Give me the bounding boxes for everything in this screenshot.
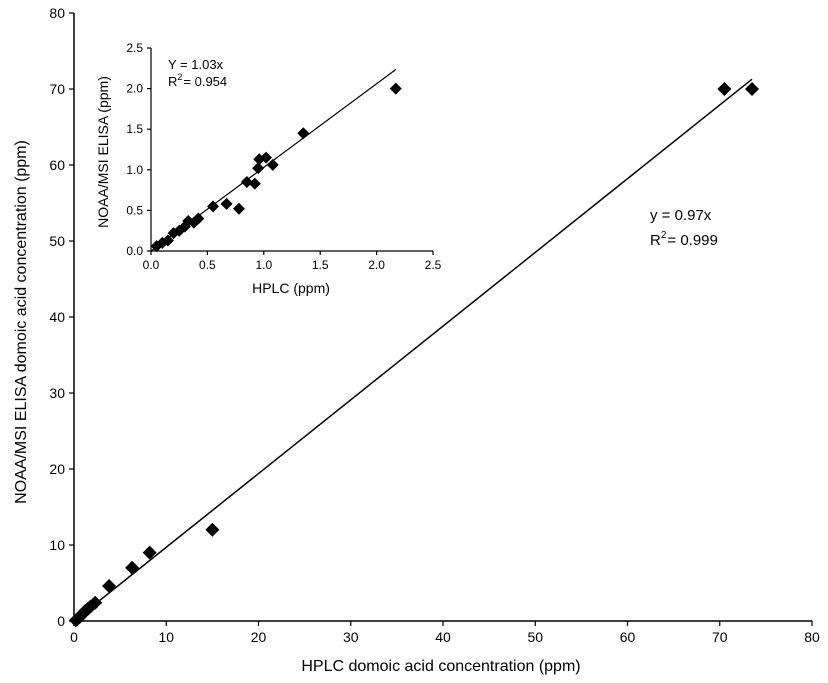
inset-y-tick-label: 2.0 [126,82,143,96]
inset-fit-r2: R2= 0.954 [168,72,227,89]
inset-data-point [161,234,174,247]
inset-x-tick-label: 2.5 [425,258,442,272]
main-y-tick-label: 10 [49,537,65,553]
inset-x-tick-label: 2.0 [368,258,385,272]
main-data-point [102,579,117,594]
inset-data-point [260,151,273,164]
inset-y-tick-label: 0.5 [126,203,143,217]
main-y-tick-label: 30 [49,385,65,401]
inset-x-axis-title: HPLC (ppm) [252,280,330,296]
main-ticks: 0 10 20 30 40 50 60 70 80 0 10 20 30 40 50 60 70 80 [49,5,820,645]
main-y-tick-label: 80 [49,5,65,21]
main-x-tick-label: 60 [620,629,636,645]
inset-fit-equation: Y = 1.03x [168,57,224,72]
inset-y-axis-title: NOAA/MSI ELISA (ppm) [95,76,111,228]
inset-data-point [266,158,279,171]
inset-x-tick-label: 0.0 [143,258,160,272]
inset-data-point [389,82,402,95]
main-data-point [88,595,103,610]
main-y-tick-label: 0 [57,613,65,629]
inset-x-tick-label: 1.5 [312,258,329,272]
inset-y-tick-label: 0.0 [126,244,143,258]
main-y-tick-label: 60 [49,157,65,173]
inset-data-point [248,177,261,190]
main-data-point [717,82,732,96]
main-x-tick-label: 80 [804,629,820,645]
main-x-tick-label: 20 [251,629,267,645]
main-data-point [142,545,157,560]
main-points [68,82,760,628]
inset-data-point [192,212,205,225]
main-data-point [745,82,760,96]
inset-data-point [252,162,265,175]
main-plot: 0 10 20 30 40 50 60 70 80 0 10 20 30 40 50 60 70 80 HPLC … [13,5,820,675]
main-x-tick-label: 10 [158,629,174,645]
inset-x-tick-label: 0.5 [199,258,216,272]
main-data-point [125,560,140,575]
main-x-axis-title: HPLC domoic acid concentration (ppm) [301,658,580,675]
inset-y-tick-label: 1.5 [126,122,143,136]
inset-ticks: 0.0 0.5 1.0 1.5 2.0 2.5 0.0 0.5 1.0 1.5 2.0 2.5 [126,41,441,272]
inset-data-point [220,197,233,210]
main-x-tick-label: 0 [70,629,78,645]
inset-data-point [232,202,245,215]
inset-x-tick-label: 1.0 [255,258,272,272]
main-x-tick-label: 30 [343,629,359,645]
main-y-axis-title: NOAA/MSI ELISA domoic acid concentration… [13,140,30,504]
inset-points [150,82,402,253]
main-x-tick-label: 70 [712,629,728,645]
inset-y-tick-label: 1.0 [126,163,143,177]
main-fit-r2: R2= 0.999 [650,230,718,249]
main-y-tick-label: 20 [49,461,65,477]
main-x-tick-label: 50 [527,629,543,645]
main-fit-equation: y = 0.97x [650,207,712,224]
main-data-point [205,522,220,537]
inset-y-tick-label: 2.5 [126,41,143,55]
main-y-tick-label: 70 [49,81,65,97]
inset-data-point [297,127,310,140]
inset-data-point [207,200,220,213]
inset-plot: 0.0 0.5 1.0 1.5 2.0 2.5 0.0 0.5 1.0 1.5 2.0 2.5 HPL… [95,41,442,296]
main-y-tick-label: 40 [49,309,65,325]
main-x-tick-label: 40 [435,629,451,645]
inset-data-point [240,175,253,188]
main-y-tick-label: 50 [49,233,65,249]
main-fit-line [73,78,753,622]
